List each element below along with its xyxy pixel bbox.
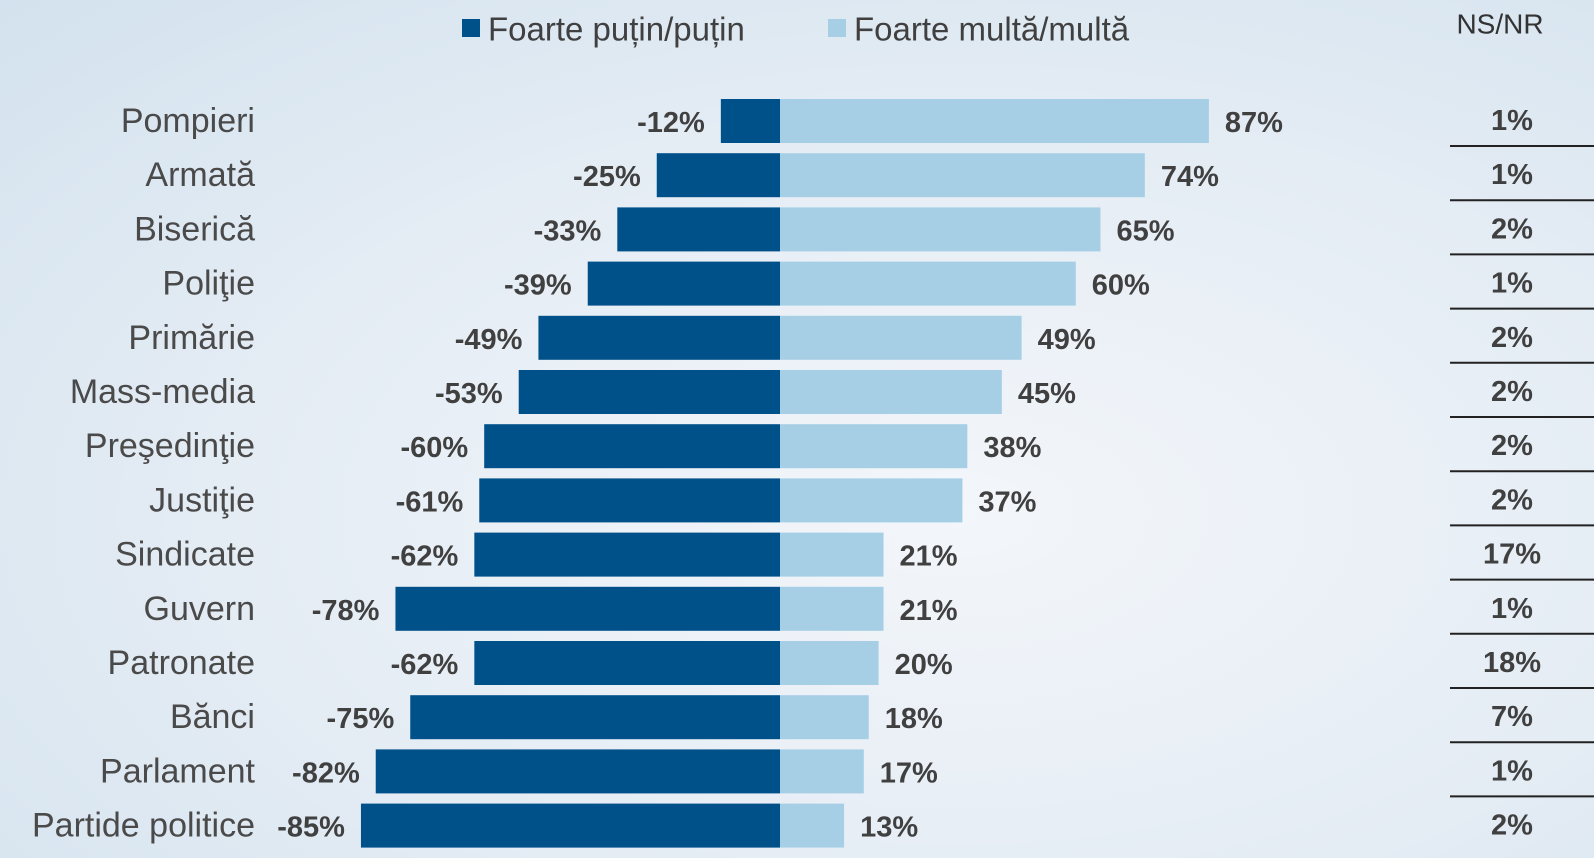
value-label: -39% (504, 270, 572, 302)
ns-nr-value: 1% (1491, 105, 1533, 137)
category-label: Primărie (128, 319, 255, 357)
bar (780, 424, 968, 469)
value-label: -62% (391, 541, 459, 573)
bar (360, 803, 780, 848)
bar (780, 207, 1101, 252)
value-label: 74% (1161, 161, 1219, 193)
legend-label: Foarte puțin/puțin (488, 11, 745, 48)
value-label: -53% (435, 378, 503, 410)
bar (656, 153, 780, 198)
bar (484, 424, 780, 469)
value-label: -33% (534, 215, 602, 247)
value-label: 87% (1225, 107, 1283, 139)
bar (474, 641, 780, 685)
category-label: Preşedinţie (85, 427, 255, 465)
bar (780, 99, 1209, 143)
legend-label: Foarte multă/multă (854, 11, 1130, 48)
ns-nr-value: 7% (1491, 701, 1533, 733)
value-label: -12% (637, 107, 705, 139)
value-label: -85% (277, 812, 345, 844)
bar (780, 641, 879, 685)
category-label: Pompieri (121, 102, 255, 140)
category-label: Poliţie (162, 265, 255, 303)
value-label: 38% (983, 432, 1041, 464)
ns-nr-value: 2% (1491, 322, 1533, 354)
ns-nr-value: 2% (1491, 430, 1533, 462)
category-label: Patronate (108, 644, 255, 682)
value-label: -25% (573, 161, 641, 193)
value-label: -60% (400, 432, 468, 464)
value-label: -82% (292, 757, 360, 789)
category-label: Biserică (134, 210, 255, 248)
bar (375, 749, 780, 794)
value-label: 17% (880, 757, 938, 789)
legend-swatch (462, 19, 480, 37)
bar (780, 586, 884, 631)
category-label: Sindicate (115, 536, 255, 574)
bar (780, 478, 963, 523)
value-label: 21% (900, 595, 958, 627)
bar (780, 315, 1022, 360)
value-label: 21% (900, 541, 958, 573)
bar (780, 153, 1145, 198)
category-label: Mass-media (70, 373, 255, 411)
category-label: Armată (145, 156, 255, 194)
value-label: 60% (1092, 270, 1150, 302)
value-label: 65% (1116, 215, 1174, 247)
category-label: Parlament (100, 752, 256, 790)
ns-nr-value: 18% (1483, 647, 1541, 679)
bar (617, 207, 780, 252)
value-label: -61% (396, 486, 464, 518)
value-label: -62% (391, 649, 459, 681)
value-label: 49% (1038, 324, 1096, 356)
bar (479, 478, 780, 523)
value-label: 13% (860, 812, 918, 844)
bar (587, 261, 780, 306)
ns-nr-value: 2% (1491, 376, 1533, 408)
bar (518, 370, 780, 414)
bar (720, 99, 780, 143)
value-label: 45% (1018, 378, 1076, 410)
bar (780, 695, 869, 740)
category-label: Bănci (170, 698, 255, 736)
bar (780, 261, 1076, 306)
bar (780, 532, 884, 577)
value-label: -78% (312, 595, 380, 627)
bar (474, 532, 780, 577)
legend-swatch (828, 19, 846, 37)
ns-nr-value: 2% (1491, 213, 1533, 245)
ns-nr-value: 2% (1491, 810, 1533, 842)
value-label: -75% (327, 703, 395, 735)
bar (538, 315, 780, 360)
ns-nr-header: NS/NR (1456, 9, 1543, 40)
bar (395, 586, 780, 631)
category-label: Partide politice (32, 807, 255, 845)
bar (780, 370, 1002, 414)
value-label: 20% (895, 649, 953, 681)
bar (410, 695, 780, 740)
category-label: Justiţie (149, 481, 255, 519)
ns-nr-value: 17% (1483, 539, 1541, 571)
ns-nr-value: 2% (1491, 484, 1533, 516)
ns-nr-value: 1% (1491, 593, 1533, 625)
value-label: 18% (885, 703, 943, 735)
value-label: 37% (978, 486, 1036, 518)
bar (780, 803, 845, 848)
bar (780, 749, 864, 794)
ns-nr-value: 1% (1491, 268, 1533, 300)
category-label: Guvern (144, 590, 256, 628)
ns-nr-value: 1% (1491, 159, 1533, 191)
value-label: -49% (455, 324, 523, 356)
ns-nr-value: 1% (1491, 755, 1533, 787)
